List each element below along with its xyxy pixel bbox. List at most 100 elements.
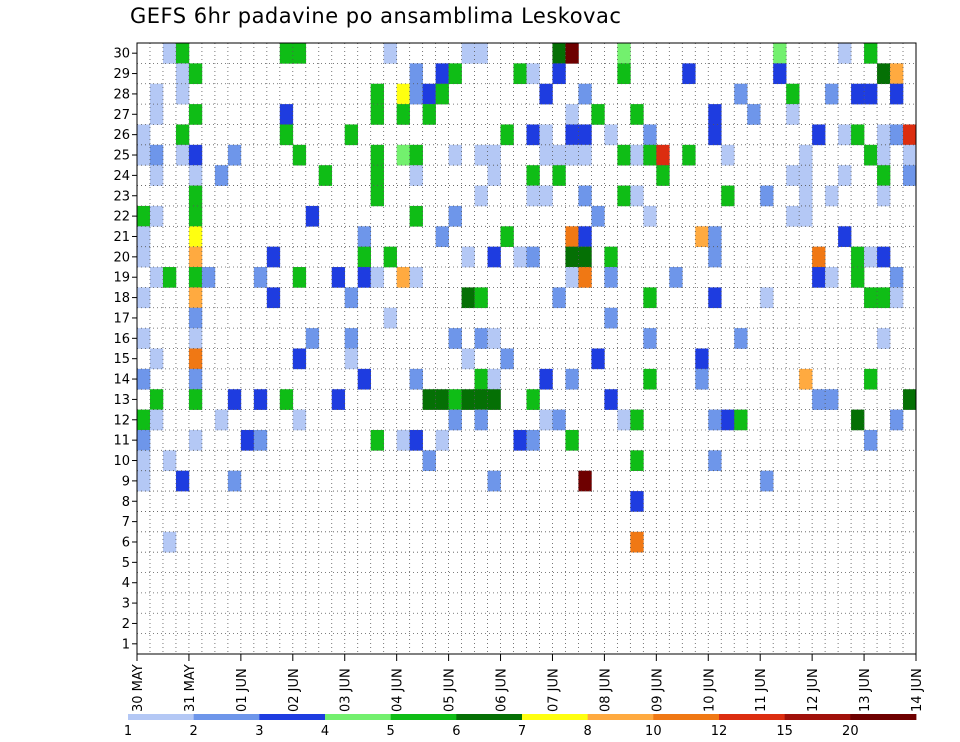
heatmap-cell (630, 409, 644, 431)
heatmap-cell (513, 246, 527, 268)
heatmap-cell (708, 124, 722, 146)
heatmap-cell (487, 389, 501, 410)
colorbar-swatch (719, 714, 786, 720)
heatmap-cell (344, 348, 359, 370)
heatmap-cell (799, 144, 813, 166)
colorbar-level-label: 12 (711, 724, 728, 739)
heatmap-cell (357, 226, 371, 247)
heatmap-cell (812, 246, 826, 268)
heatmap-cell (214, 409, 229, 431)
heatmap-cell (708, 226, 722, 247)
heatmap-cell (604, 307, 618, 329)
x-tick-label: 11 JUN (754, 668, 769, 712)
heatmap-cell (461, 348, 475, 370)
heatmap-cell (617, 63, 631, 85)
x-tick-label: 09 JUN (650, 668, 665, 712)
heatmap-cell (578, 83, 592, 105)
heatmap-cell (188, 267, 203, 288)
heatmap-cell (864, 144, 878, 166)
heatmap-cell (760, 185, 774, 207)
heatmap-cell (137, 470, 151, 492)
heatmap-cell (188, 348, 203, 370)
heatmap-cell (903, 144, 917, 166)
heatmap-cell (617, 409, 631, 431)
heatmap-cell (448, 144, 462, 166)
colorbar-level-label: 1 (124, 724, 132, 739)
heatmap-cell (149, 409, 164, 431)
chart-title: GEFS 6hr padavine po ansamblima Leskovac (130, 4, 622, 28)
y-tick-label: 22 (113, 210, 130, 225)
heatmap-cell (825, 389, 839, 410)
heatmap-cell (851, 267, 865, 288)
heatmap-cell (526, 246, 540, 268)
heatmap-cell (591, 348, 605, 370)
heatmap-cell (643, 328, 657, 349)
heatmap-cell (604, 124, 618, 146)
heatmap-cell (422, 104, 436, 125)
y-tick-label: 26 (113, 128, 130, 143)
heatmap-cell (864, 368, 878, 390)
heatmap-cell (409, 267, 423, 288)
heatmap-cell (500, 348, 514, 370)
heatmap-cell (617, 43, 631, 64)
heatmap-cell (474, 43, 488, 64)
heatmap-cell (890, 63, 904, 85)
heatmap-cell (877, 144, 891, 166)
heatmap-cell (539, 83, 553, 105)
heatmap-cell (734, 409, 748, 431)
colorbar-level-label: 3 (255, 724, 263, 739)
heatmap-cell (487, 246, 501, 268)
heatmap-cell (305, 205, 320, 227)
heatmap-cell (435, 429, 449, 451)
heatmap-cell (877, 165, 891, 186)
heatmap-cell (539, 368, 553, 390)
heatmap-cell (786, 165, 800, 186)
heatmap-cell (617, 144, 631, 166)
heatmap-cell (851, 246, 865, 268)
x-tick-label: 13 JUN (858, 668, 873, 712)
colorbar-swatch (850, 714, 917, 720)
heatmap-cell (630, 104, 644, 125)
heatmap-cell (578, 246, 592, 268)
heatmap-cell (188, 185, 203, 207)
heatmap-cell (877, 185, 891, 207)
heatmap-cell (383, 43, 397, 64)
heatmap-cell (461, 43, 475, 64)
heatmap-cell (799, 205, 813, 227)
heatmap-cell (643, 287, 657, 309)
heatmap-cell (149, 389, 164, 410)
heatmap-cell (409, 368, 423, 390)
heatmap-cell (344, 287, 359, 309)
colorbar-level-label: 2 (190, 724, 198, 739)
heatmap-cell (370, 429, 384, 451)
heatmap-cell (565, 246, 579, 268)
heatmap-cell (552, 63, 566, 85)
heatmap-cell (864, 429, 878, 451)
heatmap-cell (734, 328, 748, 349)
heatmap-cell (747, 104, 761, 125)
heatmap-cell (890, 124, 904, 146)
heatmap-cell (137, 226, 151, 247)
y-tick-label: 7 (122, 515, 130, 530)
heatmap-cell (838, 226, 852, 247)
heatmap-cell (162, 267, 177, 288)
heatmap-cell (137, 144, 151, 166)
heatmap-cell (279, 124, 294, 146)
heatmap-cell (890, 409, 904, 431)
heatmap-cell (604, 267, 618, 288)
heatmap-cell (227, 144, 242, 166)
colorbar-level-label: 10 (645, 724, 662, 739)
heatmap-cell (370, 104, 384, 125)
heatmap-cell (149, 205, 164, 227)
x-tick-label: 31 MAY (183, 664, 198, 712)
heatmap-cell (188, 328, 203, 349)
heatmap-cell (188, 307, 203, 329)
heatmap-cell (149, 144, 164, 166)
heatmap-cell (474, 409, 488, 431)
heatmap-cell (695, 368, 709, 390)
heatmap-cell (682, 144, 696, 166)
heatmap-cell (825, 185, 839, 207)
heatmap-cell (721, 144, 735, 166)
heatmap-cell (539, 185, 553, 207)
heatmap-cell (292, 144, 307, 166)
